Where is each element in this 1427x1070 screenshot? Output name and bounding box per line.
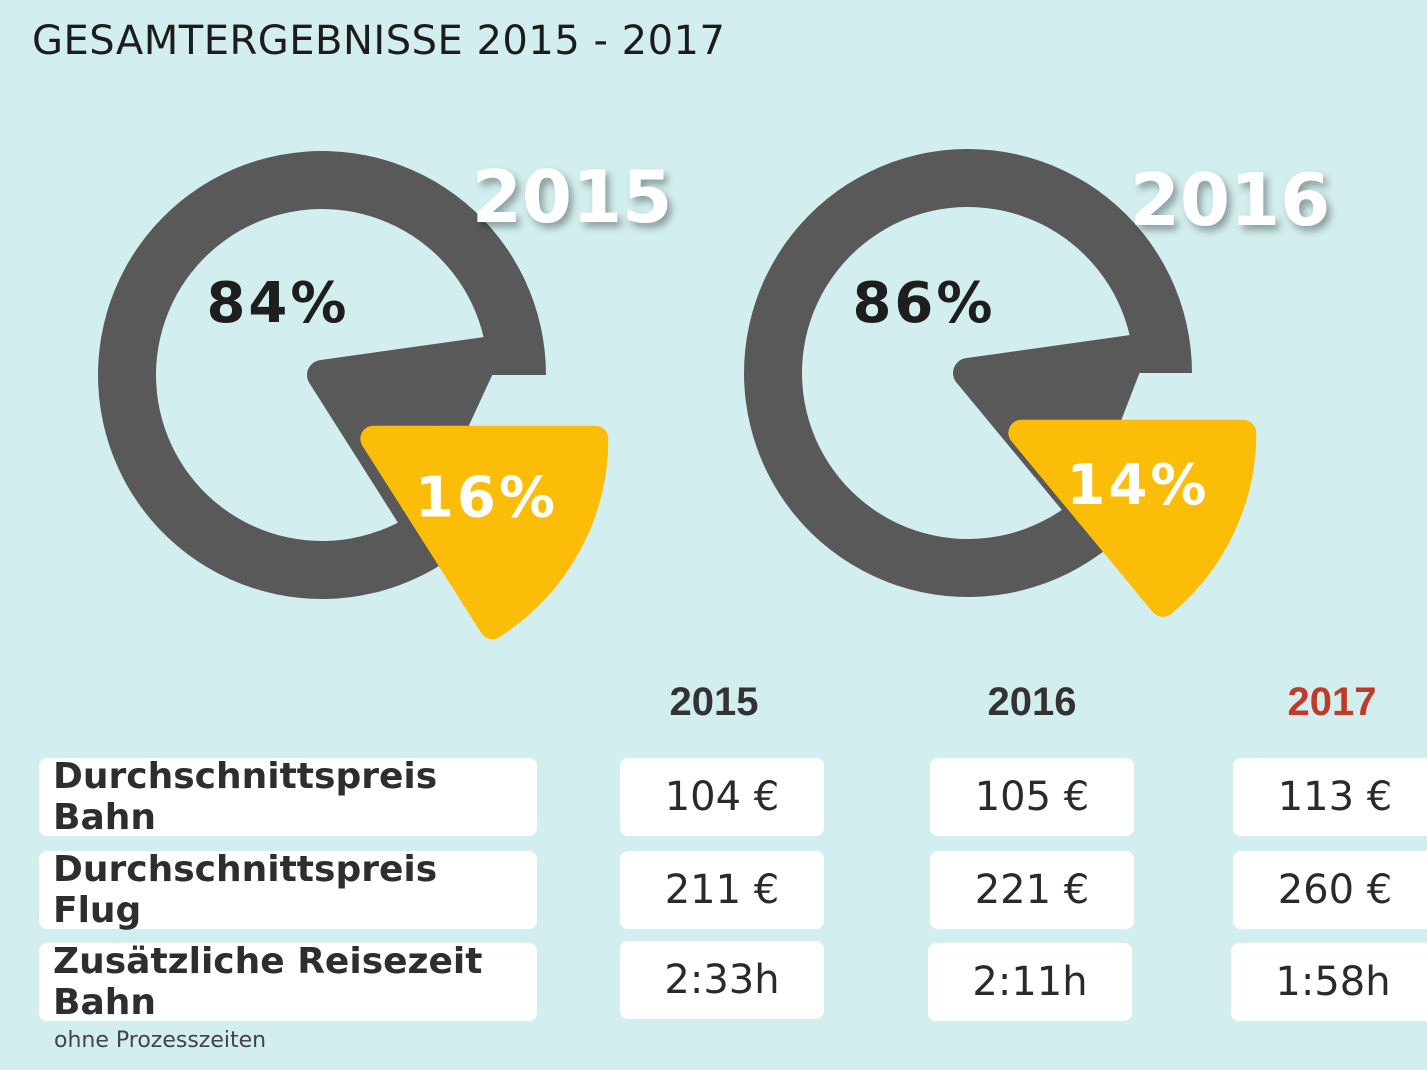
table-column-header-2015: 2015	[669, 680, 759, 724]
table-cell: 221 €	[930, 851, 1134, 929]
donut-minor-label: 14%	[1066, 453, 1209, 518]
donut-minor-label: 16%	[415, 466, 558, 531]
table-cell: 113 €	[1233, 758, 1427, 836]
row-label-flight-price: Durchschnittspreis Flug	[39, 849, 537, 931]
table-column-header-2017: 2017	[1287, 680, 1377, 724]
row-label-extra-travel-time: Zusätzliche Reisezeit Bahn	[39, 941, 537, 1023]
table-cell: 105 €	[930, 758, 1134, 836]
page-title: GESAMTERGEBNISSE 2015 - 2017	[32, 18, 726, 64]
row-label-bahn-price: Durchschnittspreis Bahn	[39, 756, 537, 838]
table-cell: 211 €	[620, 851, 824, 929]
donut-slice-minor	[360, 425, 609, 640]
table-column-header-2016: 2016	[987, 680, 1077, 724]
table-cell: 260 €	[1233, 851, 1427, 929]
table-cell: 2:11h	[928, 943, 1132, 1021]
donut-major-label: 86%	[852, 271, 995, 336]
footnote: ohne Prozesszeiten	[54, 1028, 267, 1053]
donut-slice-minor	[1008, 419, 1257, 617]
table-cell: 104 €	[620, 758, 824, 836]
donut-year-label: 2016	[1130, 158, 1330, 242]
table-cell: 2:33h	[620, 941, 824, 1019]
donut-year-label: 2015	[472, 155, 672, 239]
table-cell: 1:58h	[1231, 943, 1427, 1021]
donut-major-label: 84%	[206, 271, 349, 336]
donut-charts: 2015 84% 16% 2016 86% 14%	[97, 149, 1330, 640]
